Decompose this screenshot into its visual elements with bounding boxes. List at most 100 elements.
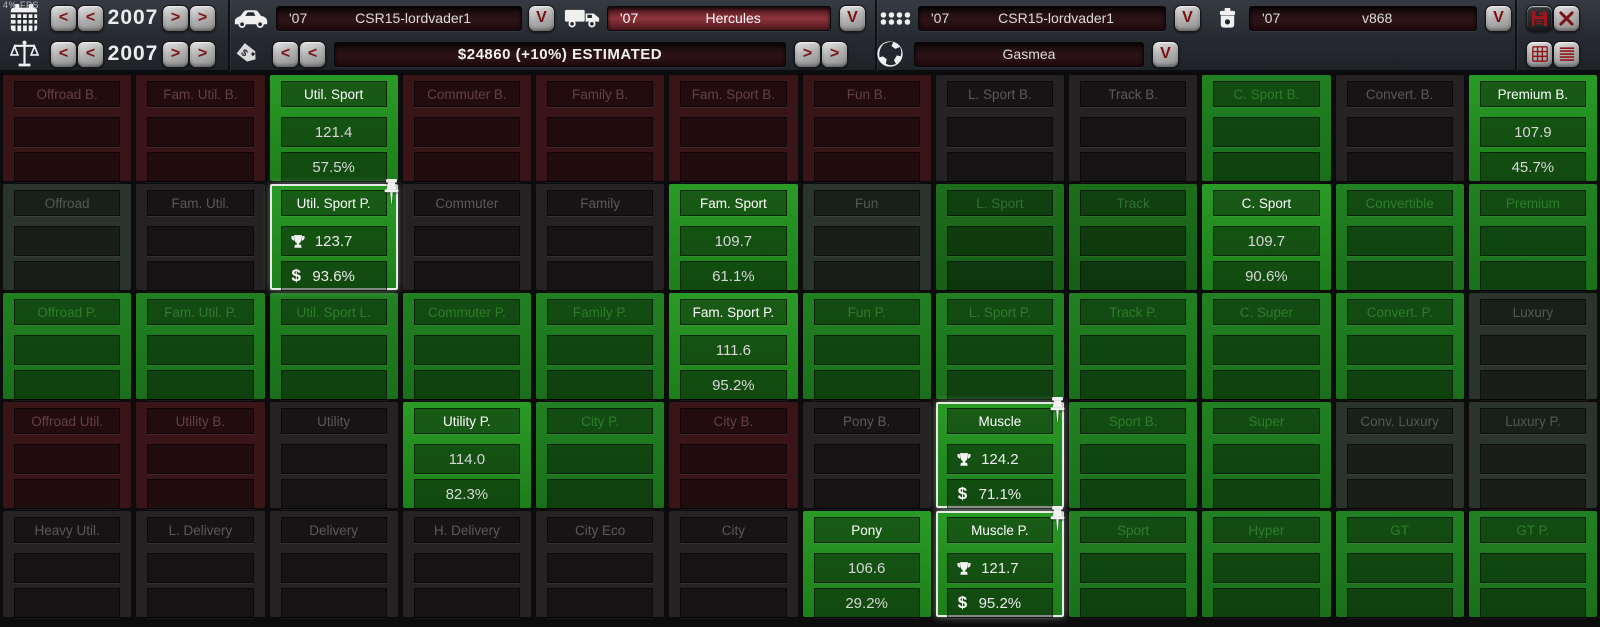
price-increase-fast-button[interactable]: > [821,40,848,68]
segment-tile[interactable]: C. Super [1202,293,1331,400]
segment-tile[interactable]: L. Delivery [136,511,265,618]
segment-tile[interactable]: Commuter B. [402,75,531,182]
segment-tile[interactable]: Track P. [1069,293,1198,400]
segment-tile[interactable]: Muscle 124.2 $71.1% [935,397,1065,509]
segment-tile[interactable]: Commuter [402,184,531,291]
segment-tile[interactable]: Family B. [536,75,665,182]
market-region-select[interactable]: Gasmea [914,41,1144,67]
engine-variant-dropdown-button[interactable]: V [1485,4,1512,32]
segment-tile[interactable]: Track [1069,184,1198,291]
segment-tile[interactable]: C. Sport 109.7 90.6% [1202,184,1331,291]
segment-tile[interactable]: Fam. Sport P. 111.6 95.2% [669,293,798,400]
segment-tile[interactable]: City Eco [536,511,665,618]
close-button[interactable] [1553,4,1580,32]
price-decrease-button[interactable]: < [299,40,326,68]
engine-family-dropdown-button[interactable]: V [1174,4,1201,32]
price-year-prev-fast-button[interactable]: < [50,40,77,68]
percent-value: 90.6% [1245,267,1288,285]
segment-tile[interactable]: Offroad P. [3,293,132,400]
year-prev-button[interactable]: < [77,4,104,32]
price-year-next-fast-button[interactable]: > [189,40,216,68]
trim-select[interactable]: '07 Hercules [607,5,831,31]
grid-view-button[interactable] [1526,40,1553,68]
percent-box [1080,152,1187,182]
percent-value: 93.6% [312,267,355,285]
price-estimate-field: $24860 (+10%) ESTIMATED [334,41,786,67]
segment-tile[interactable]: Conv. Luxury [1335,402,1464,509]
segment-tile[interactable]: Family P. [536,293,665,400]
segment-tile[interactable]: Hyper [1202,511,1331,618]
percent-box [413,261,520,291]
segment-tile[interactable]: Offroad [3,184,132,291]
segment-tile[interactable]: Fam. Util. [136,184,265,291]
segment-tile[interactable]: Fun B. [802,75,931,182]
segment-tile[interactable]: H. Delivery [402,511,531,618]
price-increase-button[interactable]: > [794,40,821,68]
segment-tile[interactable]: Premium [1468,184,1597,291]
segment-tile[interactable]: GT [1335,511,1464,618]
segment-tile[interactable]: Pony 106.6 29.2% [802,511,931,618]
market-region-dropdown-button[interactable]: V [1152,40,1179,68]
year-next-button[interactable]: > [162,4,189,32]
segment-tile[interactable]: Util. Sport L. [269,293,398,400]
segment-tile[interactable]: Fam. Sport 109.7 61.1% [669,184,798,291]
segment-tile[interactable]: Fun P. [802,293,931,400]
segment-tile[interactable]: Super [1202,402,1331,509]
segment-tile[interactable]: Offroad B. [3,75,132,182]
segment-tile[interactable]: GT P. [1468,511,1597,618]
segment-label: Luxury P. [1479,408,1586,434]
segment-tile[interactable]: Pony B. [802,402,931,509]
model-select[interactable]: '07 CSR15-lordvader1 [276,5,522,31]
segment-tile[interactable]: Sport [1069,511,1198,618]
score-box [1346,117,1453,147]
segment-tile[interactable]: Commuter P. [402,293,531,400]
segment-tile[interactable]: Muscle P. 121.7 $95.2% [935,506,1065,618]
segment-tile[interactable]: Delivery [269,511,398,618]
list-view-button[interactable] [1553,40,1580,68]
engine-variant-select[interactable]: '07 v868 [1249,5,1477,31]
percent-box [547,588,654,618]
segment-tile[interactable]: Utility B. [136,402,265,509]
price-decrease-fast-button[interactable]: < [272,40,299,68]
segment-tile[interactable]: C. Sport B. [1202,75,1331,182]
save-button[interactable] [1526,4,1553,32]
segment-tile[interactable]: Convertible [1335,184,1464,291]
segment-tile[interactable]: Utility P. 114.0 82.3% [402,402,531,509]
segment-tile[interactable]: Fun [802,184,931,291]
segment-tile[interactable]: Heavy Util. [3,511,132,618]
segment-tile[interactable]: Offroad Util. [3,402,132,509]
segment-tile[interactable]: L. Sport P. [935,293,1064,400]
model-dropdown-button[interactable]: V [528,4,555,32]
segment-tile[interactable]: Convert. B. [1335,75,1464,182]
segment-tile[interactable]: Family [536,184,665,291]
percent-box [1080,370,1187,400]
segment-tile[interactable]: City P. [536,402,665,509]
year-next-fast-button[interactable]: > [189,4,216,32]
price-year-prev-button[interactable]: < [77,40,104,68]
segment-tile[interactable]: Util. Sport P. 123.7 $93.6% [269,179,399,291]
segment-label: Util. Sport L. [280,299,387,325]
segment-tile[interactable]: Premium B. 107.9 45.7% [1468,75,1597,182]
segment-tile[interactable]: Luxury P. [1468,402,1597,509]
segment-tile[interactable]: City B. [669,402,798,509]
trim-dropdown-button[interactable]: V [839,4,866,32]
segment-tile[interactable]: Util. Sport 121.4 57.5% [269,75,398,182]
score-box [280,335,387,365]
year-prev-fast-button[interactable]: < [50,4,77,32]
segment-tile[interactable]: Luxury [1468,293,1597,400]
segment-tile[interactable]: Sport B. [1069,402,1198,509]
price-year-next-button[interactable]: > [162,40,189,68]
score-value: 121.4 [314,123,353,141]
segment-tile[interactable]: Track B. [1069,75,1198,182]
segment-tile[interactable]: Utility [269,402,398,509]
segment-tile[interactable]: Convert. P. [1335,293,1464,400]
segment-tile[interactable]: L. Sport [935,184,1064,291]
market-grid: Offroad B. Fam. Util. B. Util. Sport 121.4 5… [0,72,1600,618]
segment-tile[interactable]: Fam. Util. P. [136,293,265,400]
engine-family-select[interactable]: '07 CSR15-lordvader1 [918,5,1166,31]
segment-tile[interactable]: L. Sport B. [935,75,1064,182]
segment-tile[interactable]: Fam. Util. B. [136,75,265,182]
percent-box [813,370,920,400]
segment-tile[interactable]: City [669,511,798,618]
segment-tile[interactable]: Fam. Sport B. [669,75,798,182]
